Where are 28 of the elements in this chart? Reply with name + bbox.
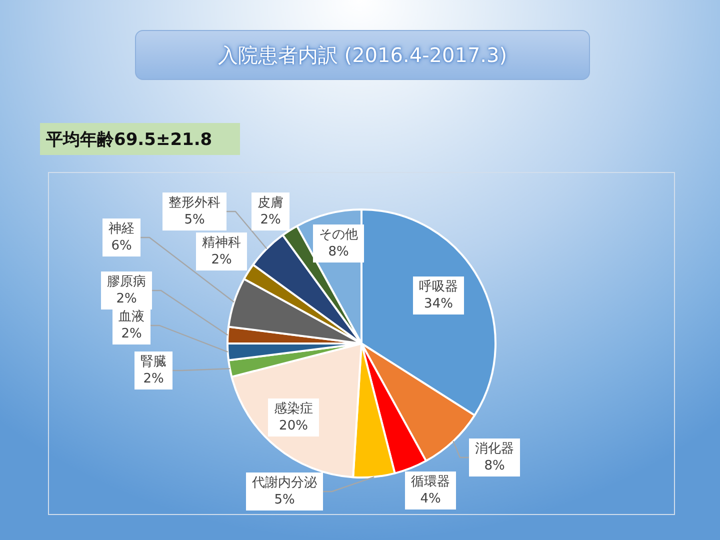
data-label: 6% xyxy=(111,238,132,254)
data-label: 2% xyxy=(116,291,137,306)
slice-label: 整形外科 xyxy=(168,195,220,210)
slice-label: 消化器 xyxy=(475,441,514,456)
slice-label: 循環器 xyxy=(411,474,450,490)
slice-label: 血液 xyxy=(118,309,144,324)
slice-label: 皮膚 xyxy=(258,195,284,210)
data-label: 2% xyxy=(260,212,281,228)
slice-label: 膠原病 xyxy=(107,274,146,290)
slice-label: 感染症 xyxy=(274,401,313,416)
data-label: 4% xyxy=(420,491,441,506)
slice-label: 呼吸器 xyxy=(419,279,458,294)
data-label: 2% xyxy=(211,252,232,268)
data-label: 8% xyxy=(328,244,349,260)
chart-subtitle: 平均年齢69.5±21.8 xyxy=(40,123,240,155)
data-label: 20% xyxy=(279,418,308,434)
data-label: 2% xyxy=(143,371,164,386)
data-label: 5% xyxy=(274,492,295,508)
data-label: 2% xyxy=(121,326,142,342)
data-label: 5% xyxy=(184,212,205,228)
slice-label: 代謝内分泌 xyxy=(251,475,317,490)
slice-label: 神経 xyxy=(108,221,134,236)
slice-label: 精神科 xyxy=(202,235,241,250)
chart-title: 入院患者内訳 (2016.4-2017.3) xyxy=(135,30,590,80)
data-label: 8% xyxy=(484,458,505,474)
data-label: 34% xyxy=(424,296,453,312)
slice-label: 腎臓 xyxy=(140,354,166,370)
slice-label: その他 xyxy=(319,227,358,242)
